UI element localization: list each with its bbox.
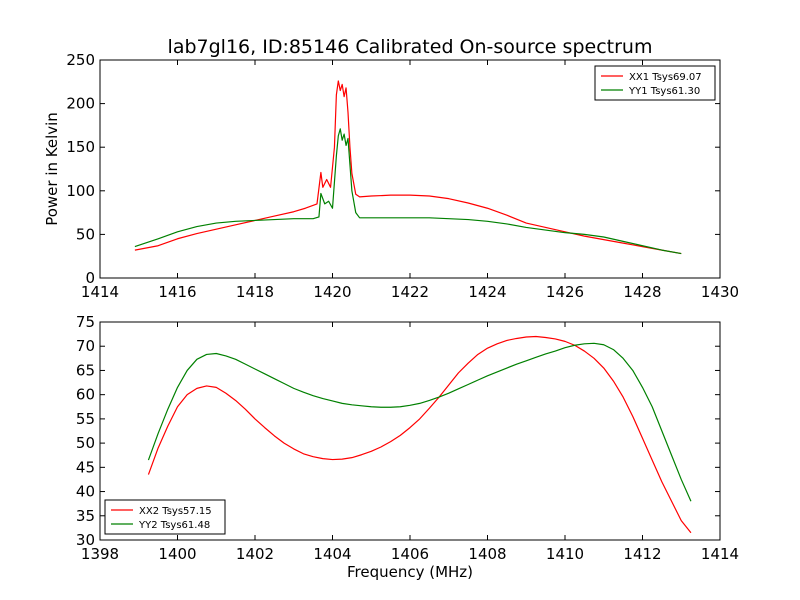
top-series-1-line	[134, 80, 682, 255]
top-y-tick-label: 50	[76, 225, 95, 243]
bottom-x-tick-label: 1404	[313, 545, 351, 563]
top-y-tick-label: 150	[66, 138, 95, 156]
bottom-x-axis-label: Frequency (MHz)	[347, 563, 473, 581]
top-y-axis-label: Power in Kelvin	[43, 112, 61, 226]
top-x-tick-label: 1430	[701, 283, 739, 301]
top-axes-frame	[99, 59, 721, 279]
bottom-x-tick-label: 1414	[701, 545, 739, 563]
top-x-tick-label: 1414	[81, 283, 119, 301]
bottom-series-2-line	[147, 342, 692, 502]
top-legend-box	[594, 65, 716, 101]
bottom-y-tick-label: 60	[76, 386, 95, 404]
bottom-y-tick-label: 75	[76, 313, 95, 331]
bottom-x-tick-label: 1406	[391, 545, 429, 563]
top-x-tick-label: 1428	[623, 283, 661, 301]
bottom-x-tick-label: 1398	[81, 545, 119, 563]
bottom-y-tick-label: 45	[76, 458, 95, 476]
bottom-y-tick-label: 40	[76, 483, 95, 501]
top-plot: 1414 1416 1418 1420 1422 1424 1426 1428 1430 0 50 1…	[66, 51, 739, 301]
top-x-tick-label: 1418	[236, 283, 274, 301]
top-y-tick-label: 100	[66, 182, 95, 200]
top-x-tick-label: 1420	[313, 283, 351, 301]
top-x-tick-label: 1416	[158, 283, 196, 301]
top-legend: XX1 Tsys69.07 YY1 Tsys61.30	[594, 65, 716, 101]
bottom-x-tick-label: 1402	[236, 545, 274, 563]
top-x-tick-label: 1422	[391, 283, 429, 301]
bottom-x-tick-label: 1410	[546, 545, 584, 563]
bottom-plot: 1398 1400 1402 1404 1406 1408 1410 1412 1414 30 35…	[76, 313, 739, 563]
top-series-2-line	[134, 128, 682, 255]
top-legend-label: YY1 Tsys61.30	[628, 86, 700, 97]
bottom-y-tick-label: 65	[76, 361, 95, 379]
bottom-legend: XX2 Tsys57.15 YY2 Tsys61.48	[104, 499, 226, 535]
bottom-legend-label: XX2 Tsys57.15	[139, 506, 212, 517]
top-legend-label: XX1 Tsys69.07	[629, 72, 702, 83]
bottom-x-tick-label: 1400	[158, 545, 196, 563]
bottom-legend-label: YY2 Tsys61.48	[138, 520, 210, 531]
bottom-y-tick-label: 70	[76, 337, 95, 355]
bottom-axes-frame	[99, 321, 721, 541]
bottom-y-tick-label: 50	[76, 434, 95, 452]
bottom-x-tick-label: 1408	[468, 545, 506, 563]
top-y-tick-label: 250	[66, 51, 95, 69]
bottom-x-tick-label: 1412	[623, 545, 661, 563]
top-x-tick-label: 1426	[546, 283, 584, 301]
bottom-y-tick-label: 55	[76, 410, 95, 428]
top-y-tick-label: 0	[85, 269, 95, 287]
chart-title: lab7gl16, ID:85146 Calibrated On-source …	[168, 36, 653, 58]
bottom-series-1-line	[147, 335, 692, 534]
top-x-tick-label: 1424	[468, 283, 506, 301]
top-y-tick-label: 200	[66, 95, 95, 113]
bottom-y-tick-label: 30	[76, 531, 95, 549]
bottom-y-tick-label: 35	[76, 507, 95, 525]
bottom-legend-box	[104, 499, 226, 535]
